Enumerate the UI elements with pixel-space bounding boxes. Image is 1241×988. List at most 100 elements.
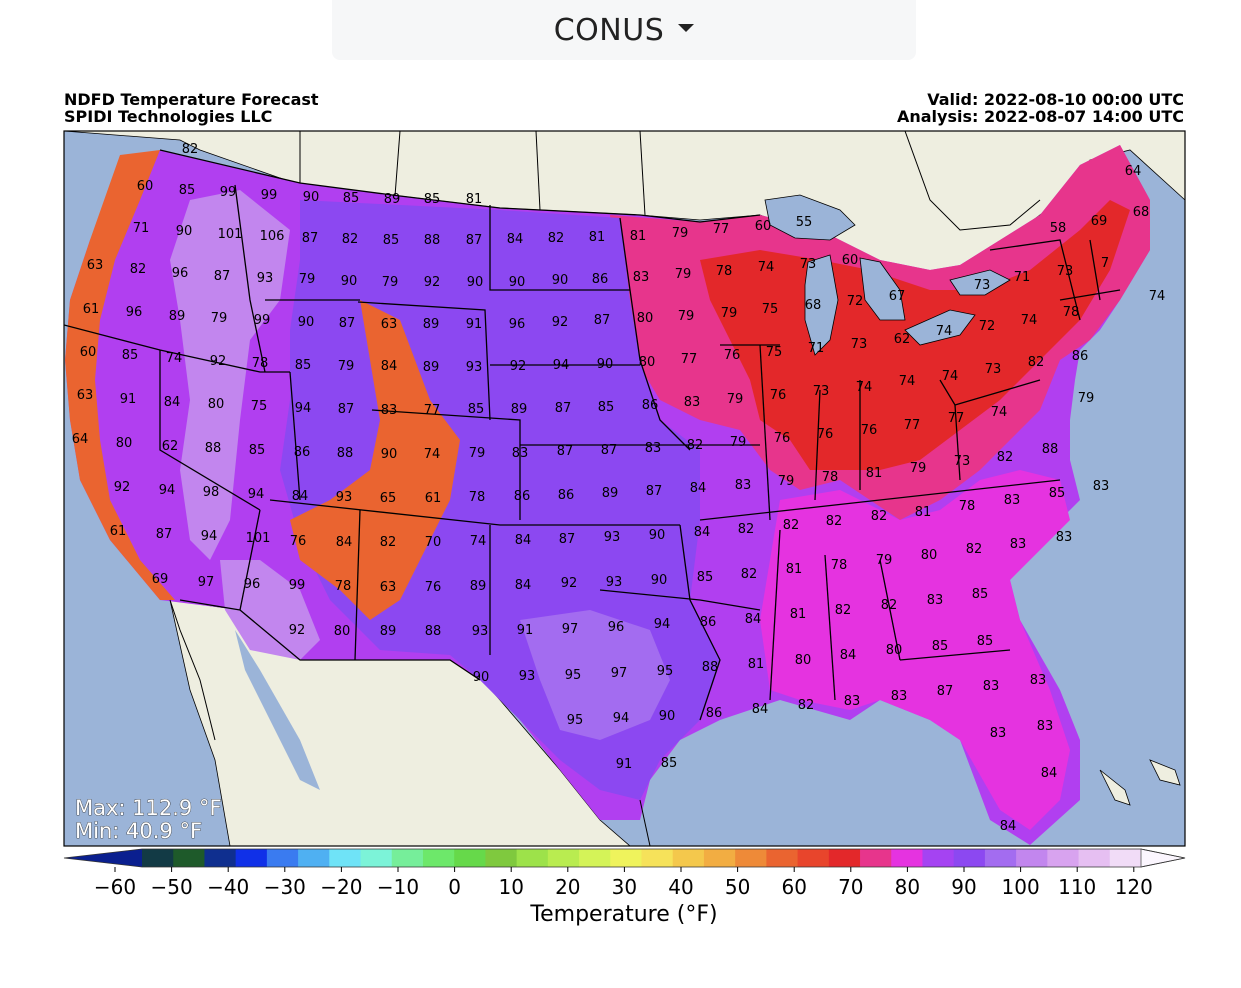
point-temp-label: 79 (910, 461, 927, 476)
point-temperature-labels: 82 85 99 99 90 85 89 85 81 60 71 90 101 106 87 82 85 88 87… (72, 142, 1166, 834)
point-temp-label: 84 (1041, 766, 1058, 781)
point-temp-label: 86 (558, 488, 575, 503)
colorbar-segment (329, 849, 362, 867)
colorbar-tick-label: −60 (94, 875, 136, 899)
region-selector[interactable]: CONUS (332, 0, 916, 60)
colorbar-tick-label: −30 (264, 875, 306, 899)
point-temp-label: 76 (724, 348, 741, 363)
point-temp-label: 85 (972, 587, 989, 602)
great-lakes (764, 194, 1011, 356)
point-temp-label: 93 (519, 669, 536, 684)
point-temp-label: 74 (1021, 313, 1038, 328)
point-temp-label: 90 (381, 447, 398, 462)
colorbar-tick-label: 40 (668, 875, 693, 899)
point-temp-label: 72 (979, 319, 996, 334)
map-title: NDFD Temperature Forecast (64, 90, 319, 109)
point-temp-label: 78 (831, 558, 848, 573)
point-temp-label: 84 (745, 612, 762, 627)
point-temp-label: 84 (840, 648, 857, 663)
point-temp-label: 85 (249, 443, 266, 458)
colorbar-tick-label: 50 (725, 875, 750, 899)
point-temp-label: 92 (289, 623, 306, 638)
point-temp-label: 77 (681, 352, 698, 367)
point-temp-label: 87 (338, 402, 355, 417)
point-temp-label: 78 (959, 499, 976, 514)
point-temp-label: 91 (120, 392, 137, 407)
point-temp-label: 74 (936, 324, 953, 339)
point-temp-label: 74 (470, 534, 487, 549)
point-temp-label: 89 (470, 579, 487, 594)
point-temp-label: 87 (156, 527, 173, 542)
point-temp-label: 86 (642, 398, 659, 413)
point-temp-label: 64 (1125, 164, 1142, 179)
point-temp-label: 87 (339, 316, 356, 331)
colorbar-ticks: −60 −50 −40 −30 −20 −10 0 10 20 30 40 50 60 70 80 90 100… (94, 867, 1153, 899)
point-temp-label: 84 (507, 232, 524, 247)
point-temp-label: 83 (381, 403, 398, 418)
point-temp-label: 92 (424, 275, 441, 290)
point-temp-label: 78 (335, 579, 352, 594)
point-temp-label: 97 (562, 622, 579, 637)
point-temp-label: 83 (633, 270, 650, 285)
point-temp-label: 94 (613, 711, 630, 726)
point-temp-label: 85 (424, 192, 441, 207)
point-temp-label: 96 (509, 317, 526, 332)
point-temp-label: 90 (552, 273, 569, 288)
point-temp-label: 80 (639, 355, 656, 370)
point-temp-label: 89 (602, 486, 619, 501)
point-temp-label: 60 (137, 179, 154, 194)
point-temp-label: 74 (899, 374, 916, 389)
point-temp-label: 79 (876, 553, 893, 568)
international-borders (169, 131, 1041, 846)
point-temp-label: 84 (381, 359, 398, 374)
point-temp-label: 89 (423, 317, 440, 332)
point-temp-label: 80 (637, 311, 654, 326)
point-temp-label: 82 (1028, 355, 1045, 370)
point-temp-label: 92 (561, 576, 578, 591)
colorbar-tick-label: 60 (781, 875, 806, 899)
point-temp-label: 71 (1014, 270, 1031, 285)
colorbar-tick-label: 100 (1002, 875, 1040, 899)
point-temp-label: 63 (381, 317, 398, 332)
gulf-of-california (235, 630, 320, 790)
point-temp-label: 84 (292, 489, 309, 504)
point-temp-label: 87 (302, 231, 319, 246)
point-temp-label: 95 (657, 664, 674, 679)
point-temp-label: 73 (800, 257, 817, 272)
point-temp-label: 88 (1042, 442, 1059, 457)
point-temp-label: 85 (598, 400, 615, 415)
point-temp-label: 79 (727, 392, 744, 407)
colorbar-segment (454, 849, 486, 867)
point-temp-label: 96 (244, 577, 261, 592)
colorbar-segment (766, 849, 799, 867)
colorbar-tick-label: 80 (895, 875, 920, 899)
point-temp-label: 86 (1072, 349, 1089, 364)
colorbar-tick-label: 110 (1058, 875, 1096, 899)
point-temp-label: 86 (706, 706, 723, 721)
point-temp-label: 99 (289, 578, 306, 593)
colorbar-segment (641, 849, 674, 867)
map-body: 82 85 99 99 90 85 89 85 81 60 71 90 101 106 87 82 85 88 87… (64, 131, 1185, 846)
colorbar-tick-label: −20 (320, 875, 362, 899)
point-temp-label: 99 (261, 188, 278, 203)
point-temp-label: 77 (904, 418, 921, 433)
point-temp-label: 81 (748, 657, 765, 672)
point-temp-label: 85 (977, 634, 994, 649)
point-temp-label: 85 (932, 639, 949, 654)
point-temp-label: 83 (1056, 530, 1073, 545)
point-temp-label: 86 (294, 445, 311, 460)
point-temp-label: 7 (1101, 256, 1109, 271)
point-temp-label: 88 (205, 441, 222, 456)
point-temp-label: 82 (741, 567, 758, 582)
chevron-down-icon[interactable] (678, 24, 695, 32)
point-temp-label: 83 (645, 441, 662, 456)
point-temp-label: 88 (425, 624, 442, 639)
point-temp-label: 82 (130, 262, 147, 277)
colorbar-tick-label: 20 (555, 875, 580, 899)
point-temp-label: 99 (220, 185, 237, 200)
point-temp-label: 65 (380, 491, 397, 506)
point-temp-label: 97 (611, 666, 628, 681)
map-source: SPIDI Technologies LLC (64, 107, 273, 126)
point-temp-label: 79 (469, 446, 486, 461)
